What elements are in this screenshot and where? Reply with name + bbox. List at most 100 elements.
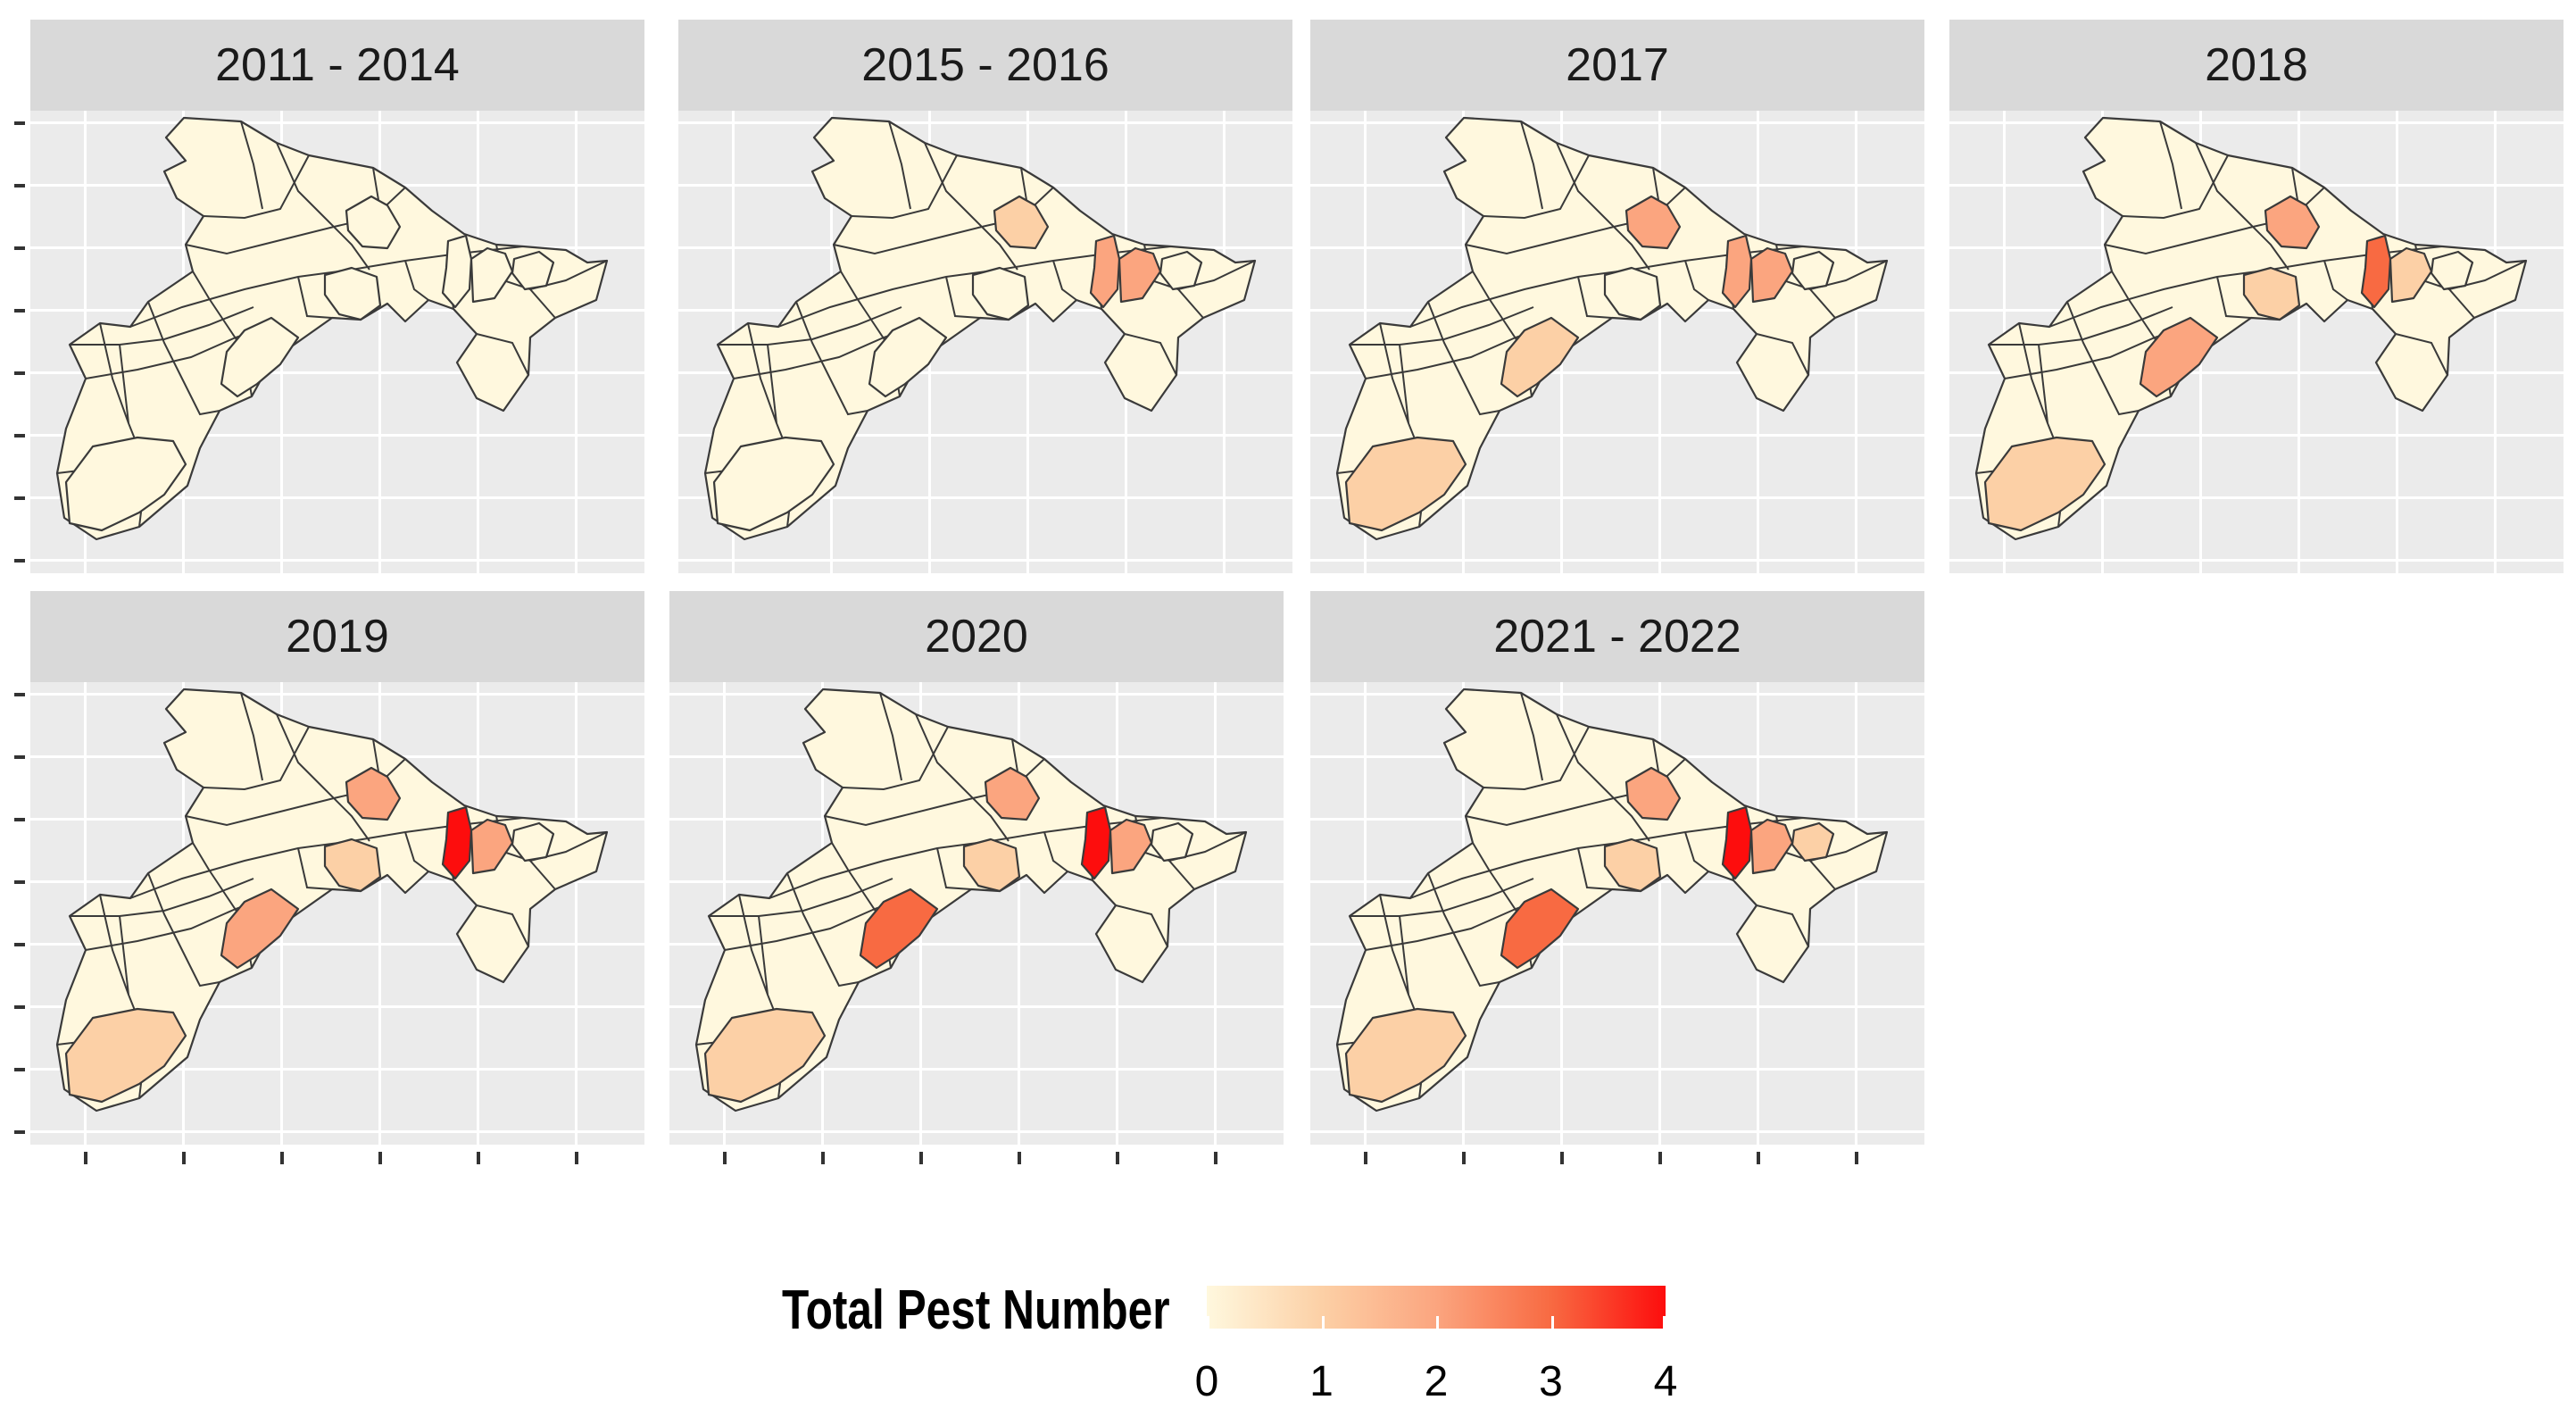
district-boundary [1043,831,1068,872]
gridline-horizontal [1949,371,2564,374]
gridline-horizontal [30,559,644,562]
district-south [220,888,300,970]
district-boundary [1427,301,1500,416]
y-axis-tick [14,1068,25,1071]
panel-title: 2019 [30,591,644,682]
map-plot-area [1310,682,1924,1145]
gridline-horizontal [1949,496,2564,499]
district-boundary [240,121,263,210]
x-axis-tick [182,1152,186,1164]
x-axis-tick [1757,1152,1760,1164]
region-map [1974,116,2528,541]
gridline-horizontal [30,1068,644,1071]
district-north [345,766,402,821]
district-east-c [1150,821,1194,862]
district-north [2264,195,2321,250]
gridline-horizontal [1310,496,1924,499]
district-south [868,316,948,398]
gridline-horizontal [1310,1130,1924,1133]
district-sw [703,1007,827,1104]
district-sw [64,1007,187,1104]
legend-tick [1207,1316,1209,1329]
map-panel: 2017 [1310,20,1924,573]
gridline-horizontal [1310,371,1924,374]
gridline-horizontal [1949,434,2564,437]
district-south [2139,316,2219,398]
map-panel: 2020 [669,591,1284,1164]
x-axis-tick [1018,1152,1021,1164]
district-mid [971,266,1030,321]
legend-tick [1550,1316,1554,1329]
gridline-horizontal [678,496,1292,499]
district-boundary [1399,915,1409,996]
legend-tick-label: 2 [1424,1358,1449,1405]
district-sw [1983,436,2107,532]
district-boundary [888,121,911,210]
district-boundary [936,847,972,890]
panel-title: 2011 - 2014 [30,20,644,111]
gridline-horizontal [678,121,1292,124]
x-axis-tick [1462,1152,1466,1164]
region-map [1335,116,1889,541]
map-panel: 2015 - 2016 [678,20,1292,573]
x-axis-tick [84,1152,87,1164]
district-boundary [795,301,868,416]
district-boundary [297,276,333,319]
y-axis-tick [14,1005,25,1009]
district-boundary [1577,276,1613,319]
x-axis-tick [477,1152,480,1164]
legend-tick-label: 0 [1194,1358,1219,1405]
district-north [1625,195,1682,250]
district-boundary [945,276,981,319]
y-axis-tick [14,121,25,125]
district-east-a [2360,234,2392,309]
gridline-horizontal [1310,693,1924,696]
district-boundary [1399,344,1409,424]
panel-title: 2020 [669,591,1284,682]
x-axis-tick [1214,1152,1217,1164]
gridline-vertical [575,682,578,1145]
district-mid [323,266,382,321]
district-boundary [1684,260,1709,301]
gridline-horizontal [30,496,644,499]
district-boundary [2395,333,2448,376]
district-south [859,888,939,970]
district-sw [712,436,835,532]
gridline-horizontal [30,1005,644,1008]
district-boundary [1520,121,1543,210]
region-map [1335,688,1889,1112]
gridline-horizontal [669,1005,1284,1008]
gridline-horizontal [678,371,1292,374]
district-boundary [767,344,777,424]
map-panel: 2019 [14,591,644,1164]
district-boundary [476,904,529,947]
map-panel: 2021 - 2022 [1310,591,1924,1164]
district-east-c [1791,250,1835,291]
y-axis-tick [14,943,25,946]
map-panel: 2011 - 2014 [14,20,644,573]
district-boundary [404,260,429,301]
x-axis-tick [1364,1152,1367,1164]
legend-tick-label: 3 [1539,1358,1563,1405]
gridline-vertical [2494,111,2497,573]
district-mid [2242,266,2301,321]
district-boundary [476,333,529,376]
y-axis-tick [14,184,25,188]
legend-tick [1321,1316,1325,1329]
gridline-vertical [1026,111,1029,573]
x-axis-tick [919,1152,923,1164]
district-boundary [147,872,220,988]
district-boundary [1115,904,1168,947]
x-axis-tick [378,1152,382,1164]
gridline-horizontal [1310,943,1924,946]
region-map [703,116,1257,541]
x-axis-tick [1560,1152,1564,1164]
gridline-vertical [1855,682,1857,1145]
district-boundary [1684,831,1709,872]
district-boundary [1427,872,1500,988]
district-boundary [276,142,370,271]
gridline-horizontal [1310,434,1924,437]
district-boundary [924,142,1018,271]
gridline-horizontal [1310,121,1924,124]
panel-title: 2017 [1310,20,1924,111]
